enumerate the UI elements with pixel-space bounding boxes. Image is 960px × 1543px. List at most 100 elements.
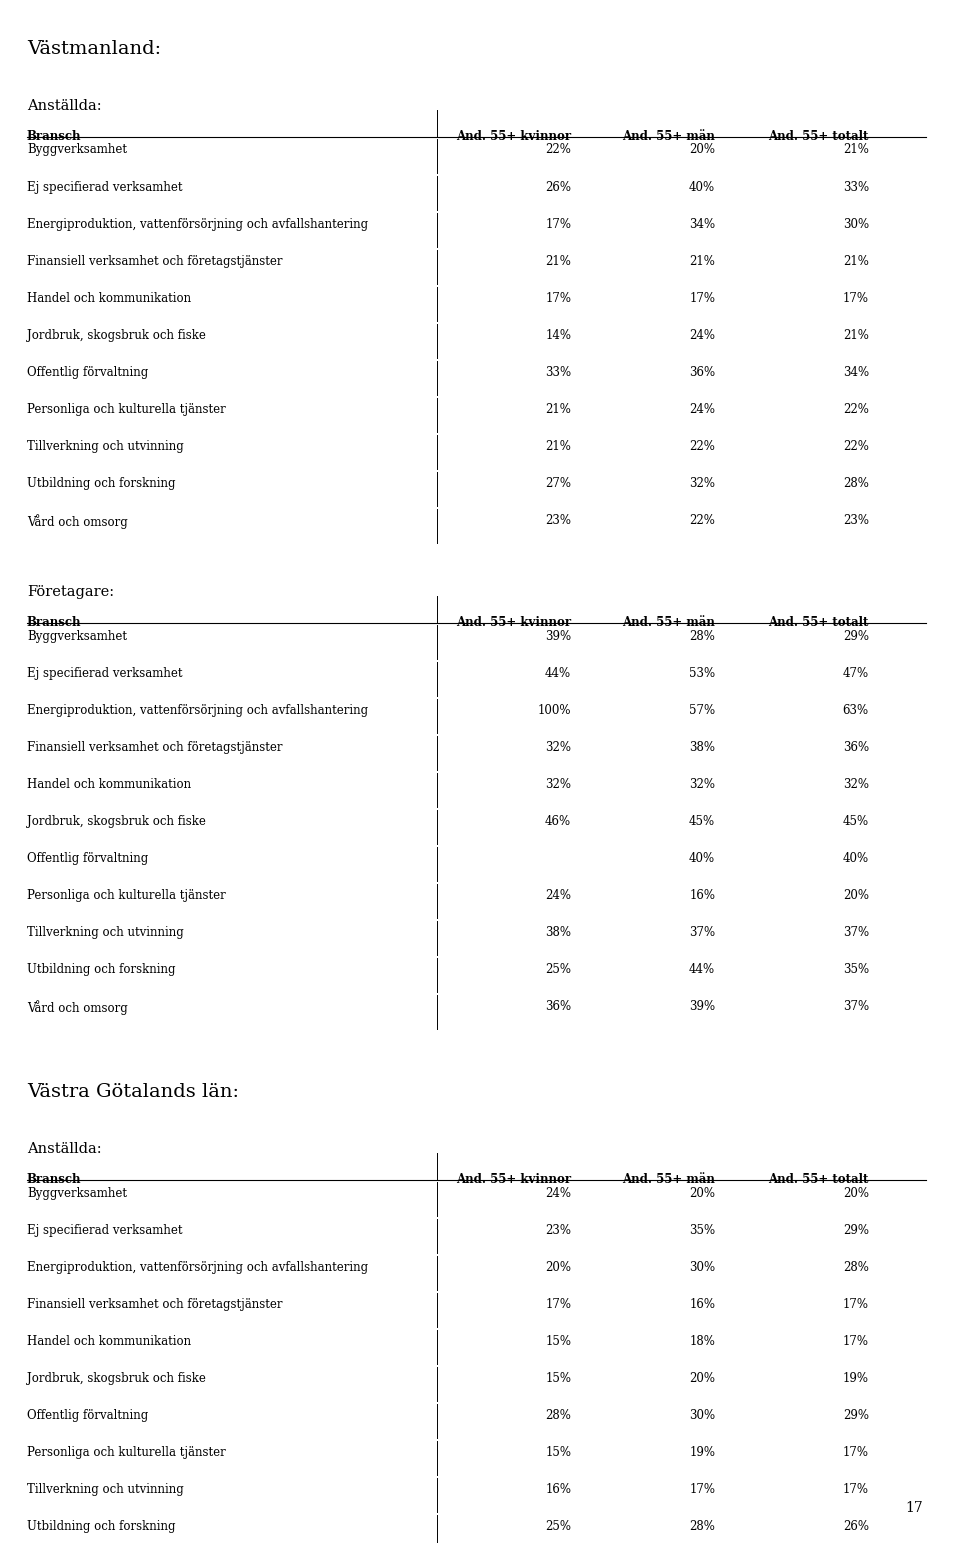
Text: 20%: 20%	[843, 1187, 869, 1199]
Text: 46%: 46%	[545, 815, 571, 827]
Text: 32%: 32%	[689, 778, 715, 790]
Text: 17%: 17%	[843, 1483, 869, 1495]
Text: Handel och kommunikation: Handel och kommunikation	[27, 1335, 191, 1347]
Text: 23%: 23%	[545, 514, 571, 526]
Text: 17: 17	[906, 1501, 924, 1515]
Text: 39%: 39%	[545, 630, 571, 642]
Text: Byggverksamhet: Byggverksamhet	[27, 630, 127, 642]
Text: Jordbruk, skogsbruk och fiske: Jordbruk, skogsbruk och fiske	[27, 815, 205, 827]
Text: Ej specifierad verksamhet: Ej specifierad verksamhet	[27, 1224, 182, 1236]
Text: 34%: 34%	[843, 366, 869, 378]
Text: Byggverksamhet: Byggverksamhet	[27, 1187, 127, 1199]
Text: 22%: 22%	[689, 440, 715, 452]
Text: Handel och kommunikation: Handel och kommunikation	[27, 778, 191, 790]
Text: Västra Götalands län:: Västra Götalands län:	[27, 1083, 239, 1102]
Text: 23%: 23%	[843, 514, 869, 526]
Text: Energiproduktion, vattenförsörjning och avfallshantering: Energiproduktion, vattenförsörjning och …	[27, 218, 368, 230]
Text: Ej specifierad verksamhet: Ej specifierad verksamhet	[27, 181, 182, 193]
Text: 35%: 35%	[843, 963, 869, 975]
Text: Handel och kommunikation: Handel och kommunikation	[27, 292, 191, 304]
Text: Bransch: Bransch	[27, 616, 82, 628]
Text: And. 55+ kvinnor: And. 55+ kvinnor	[456, 130, 571, 142]
Text: 14%: 14%	[545, 329, 571, 341]
Text: 30%: 30%	[689, 1261, 715, 1273]
Text: 30%: 30%	[689, 1409, 715, 1421]
Text: Anställda:: Anställda:	[27, 99, 102, 113]
Text: 17%: 17%	[689, 292, 715, 304]
Text: 21%: 21%	[545, 440, 571, 452]
Text: And. 55+ totalt: And. 55+ totalt	[768, 1173, 869, 1185]
Text: 21%: 21%	[545, 255, 571, 267]
Text: 33%: 33%	[843, 181, 869, 193]
Text: 32%: 32%	[545, 778, 571, 790]
Text: 37%: 37%	[843, 926, 869, 938]
Text: 19%: 19%	[843, 1372, 869, 1384]
Text: 20%: 20%	[689, 1372, 715, 1384]
Text: And. 55+ kvinnor: And. 55+ kvinnor	[456, 616, 571, 628]
Text: 26%: 26%	[545, 181, 571, 193]
Text: 24%: 24%	[689, 403, 715, 415]
Text: Utbildning och forskning: Utbildning och forskning	[27, 963, 176, 975]
Text: Tillverkning och utvinning: Tillverkning och utvinning	[27, 926, 183, 938]
Text: 17%: 17%	[843, 1335, 869, 1347]
Text: Byggverksamhet: Byggverksamhet	[27, 143, 127, 156]
Text: Jordbruk, skogsbruk och fiske: Jordbruk, skogsbruk och fiske	[27, 1372, 205, 1384]
Text: 22%: 22%	[545, 143, 571, 156]
Text: 34%: 34%	[689, 218, 715, 230]
Text: 21%: 21%	[843, 143, 869, 156]
Text: 28%: 28%	[843, 1261, 869, 1273]
Text: 36%: 36%	[689, 366, 715, 378]
Text: 32%: 32%	[843, 778, 869, 790]
Text: Finansiell verksamhet och företagstjänster: Finansiell verksamhet och företagstjänst…	[27, 1298, 282, 1310]
Text: 38%: 38%	[689, 741, 715, 753]
Text: Energiproduktion, vattenförsörjning och avfallshantering: Energiproduktion, vattenförsörjning och …	[27, 1261, 368, 1273]
Text: 29%: 29%	[843, 1224, 869, 1236]
Text: 44%: 44%	[545, 667, 571, 679]
Text: Västmanland:: Västmanland:	[27, 40, 161, 59]
Text: Personliga och kulturella tjänster: Personliga och kulturella tjänster	[27, 889, 226, 901]
Text: 16%: 16%	[689, 889, 715, 901]
Text: 30%: 30%	[843, 218, 869, 230]
Text: 27%: 27%	[545, 477, 571, 489]
Text: Offentlig förvaltning: Offentlig förvaltning	[27, 366, 148, 378]
Text: Jordbruk, skogsbruk och fiske: Jordbruk, skogsbruk och fiske	[27, 329, 205, 341]
Text: 63%: 63%	[843, 704, 869, 716]
Text: Energiproduktion, vattenförsörjning och avfallshantering: Energiproduktion, vattenförsörjning och …	[27, 704, 368, 716]
Text: 25%: 25%	[545, 1520, 571, 1532]
Text: 45%: 45%	[843, 815, 869, 827]
Text: 35%: 35%	[689, 1224, 715, 1236]
Text: 37%: 37%	[689, 926, 715, 938]
Text: 20%: 20%	[689, 1187, 715, 1199]
Text: Vård och omsorg: Vård och omsorg	[27, 514, 128, 529]
Text: 21%: 21%	[689, 255, 715, 267]
Text: 20%: 20%	[843, 889, 869, 901]
Text: 17%: 17%	[843, 292, 869, 304]
Text: Personliga och kulturella tjänster: Personliga och kulturella tjänster	[27, 1446, 226, 1458]
Text: 32%: 32%	[545, 741, 571, 753]
Text: 40%: 40%	[689, 181, 715, 193]
Text: 17%: 17%	[689, 1483, 715, 1495]
Text: Personliga och kulturella tjänster: Personliga och kulturella tjänster	[27, 403, 226, 415]
Text: 28%: 28%	[843, 477, 869, 489]
Text: 21%: 21%	[545, 403, 571, 415]
Text: 39%: 39%	[689, 1000, 715, 1012]
Text: Bransch: Bransch	[27, 1173, 82, 1185]
Text: Finansiell verksamhet och företagstjänster: Finansiell verksamhet och företagstjänst…	[27, 741, 282, 753]
Text: Finansiell verksamhet och företagstjänster: Finansiell verksamhet och företagstjänst…	[27, 255, 282, 267]
Text: Tillverkning och utvinning: Tillverkning och utvinning	[27, 1483, 183, 1495]
Text: 24%: 24%	[689, 329, 715, 341]
Text: 28%: 28%	[545, 1409, 571, 1421]
Text: 17%: 17%	[843, 1446, 869, 1458]
Text: 37%: 37%	[843, 1000, 869, 1012]
Text: 28%: 28%	[689, 630, 715, 642]
Text: 53%: 53%	[689, 667, 715, 679]
Text: 21%: 21%	[843, 255, 869, 267]
Text: 19%: 19%	[689, 1446, 715, 1458]
Text: And. 55+ totalt: And. 55+ totalt	[768, 130, 869, 142]
Text: 40%: 40%	[843, 852, 869, 864]
Text: 33%: 33%	[545, 366, 571, 378]
Text: 26%: 26%	[843, 1520, 869, 1532]
Text: 22%: 22%	[843, 403, 869, 415]
Text: 29%: 29%	[843, 1409, 869, 1421]
Text: And. 55+ män: And. 55+ män	[622, 616, 715, 628]
